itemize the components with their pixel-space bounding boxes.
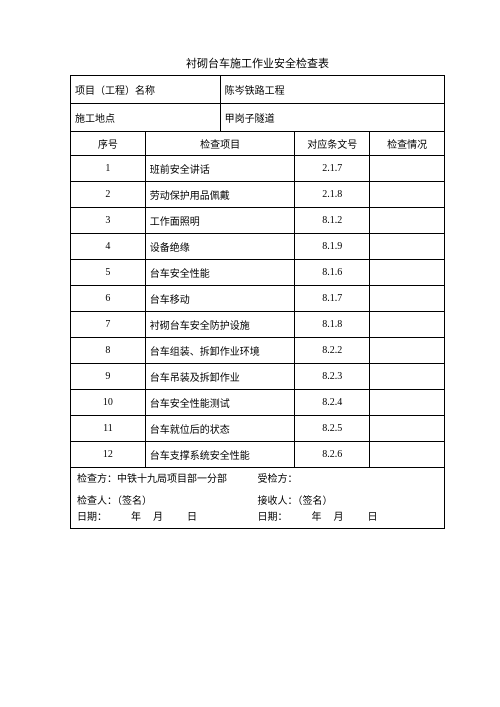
cell-status — [370, 312, 445, 338]
cell-item: 台车支撑系统安全性能 — [145, 442, 295, 468]
inspection-table: 项目（工程）名称 陈岑铁路工程 施工地点 甲岗子隧道 序号 检查项目 对应条文号… — [70, 75, 445, 468]
cell-status — [370, 416, 445, 442]
cell-seq: 7 — [71, 312, 146, 338]
cell-clause: 8.1.9 — [295, 234, 370, 260]
cell-clause: 2.1.8 — [295, 182, 370, 208]
table-row: 7衬砌台车安全防护设施8.1.8 — [71, 312, 445, 338]
table-row: 11台车就位后的状态8.2.5 — [71, 416, 445, 442]
col-status: 检查情况 — [370, 132, 445, 156]
cell-item: 台车安全性能测试 — [145, 390, 295, 416]
cell-seq: 8 — [71, 338, 146, 364]
inspector-side: 检查方：中铁十九局项目部一分部 — [77, 472, 258, 488]
cell-clause: 8.2.3 — [295, 364, 370, 390]
cell-item: 台车吊装及拆卸作业 — [145, 364, 295, 390]
col-seq: 序号 — [71, 132, 146, 156]
cell-clause: 8.2.6 — [295, 442, 370, 468]
cell-seq: 2 — [71, 182, 146, 208]
cell-status — [370, 234, 445, 260]
cell-seq: 4 — [71, 234, 146, 260]
project-value: 陈岑铁路工程 — [220, 76, 444, 104]
cell-seq: 3 — [71, 208, 146, 234]
cell-status — [370, 338, 445, 364]
table-row: 8台车组装、拆卸作业环境8.2.2 — [71, 338, 445, 364]
cell-seq: 9 — [71, 364, 146, 390]
table-row: 12台车支撑系统安全性能8.2.6 — [71, 442, 445, 468]
cell-clause: 8.1.2 — [295, 208, 370, 234]
table-row: 3工作面照明8.1.2 — [71, 208, 445, 234]
page-title: 衬砌台车施工作业安全检查表 — [70, 55, 445, 71]
cell-seq: 5 — [71, 260, 146, 286]
inspected-side: 受检方： — [258, 472, 439, 488]
cell-item: 台车安全性能 — [145, 260, 295, 286]
col-item: 检查项目 — [145, 132, 295, 156]
cell-clause: 8.2.2 — [295, 338, 370, 364]
cell-item: 工作面照明 — [145, 208, 295, 234]
cell-item: 衬砌台车安全防护设施 — [145, 312, 295, 338]
cell-item: 台车就位后的状态 — [145, 416, 295, 442]
cell-item: 台车移动 — [145, 286, 295, 312]
col-clause: 对应条文号 — [295, 132, 370, 156]
cell-clause: 8.1.6 — [295, 260, 370, 286]
table-row: 4设备绝缘8.1.9 — [71, 234, 445, 260]
cell-clause: 8.2.4 — [295, 390, 370, 416]
inspector-sign: 检查人：（签名） — [77, 494, 258, 510]
table-row: 9台车吊装及拆卸作业8.2.3 — [71, 364, 445, 390]
cell-item: 班前安全讲话 — [145, 156, 295, 182]
cell-seq: 11 — [71, 416, 146, 442]
footer-block: 检查方：中铁十九局项目部一分部 受检方： 检查人：（签名） 接收人：（签名） 日… — [70, 468, 445, 529]
cell-seq: 12 — [71, 442, 146, 468]
cell-seq: 1 — [71, 156, 146, 182]
cell-item: 设备绝缘 — [145, 234, 295, 260]
cell-status — [370, 286, 445, 312]
site-value: 甲岗子隧道 — [220, 104, 444, 132]
cell-status — [370, 364, 445, 390]
cell-item: 劳动保护用品佩戴 — [145, 182, 295, 208]
cell-status — [370, 390, 445, 416]
project-label: 项目（工程）名称 — [71, 76, 221, 104]
cell-item: 台车组装、拆卸作业环境 — [145, 338, 295, 364]
project-row: 项目（工程）名称 陈岑铁路工程 — [71, 76, 445, 104]
site-label: 施工地点 — [71, 104, 221, 132]
cell-clause: 8.1.7 — [295, 286, 370, 312]
cell-status — [370, 260, 445, 286]
cell-clause: 8.2.5 — [295, 416, 370, 442]
cell-status — [370, 208, 445, 234]
cell-status — [370, 442, 445, 468]
table-row: 10台车安全性能测试8.2.4 — [71, 390, 445, 416]
cell-status — [370, 156, 445, 182]
cell-seq: 10 — [71, 390, 146, 416]
header-row: 序号 检查项目 对应条文号 检查情况 — [71, 132, 445, 156]
table-row: 6台车移动8.1.7 — [71, 286, 445, 312]
site-row: 施工地点 甲岗子隧道 — [71, 104, 445, 132]
table-row: 1班前安全讲话2.1.7 — [71, 156, 445, 182]
date-right: 日期：年月日 — [258, 510, 439, 526]
date-left: 日期：年月日 — [77, 510, 258, 526]
cell-status — [370, 182, 445, 208]
cell-clause: 8.1.8 — [295, 312, 370, 338]
cell-clause: 2.1.7 — [295, 156, 370, 182]
cell-seq: 6 — [71, 286, 146, 312]
table-row: 5台车安全性能8.1.6 — [71, 260, 445, 286]
receiver-sign: 接收人：（签名） — [258, 494, 439, 510]
table-row: 2劳动保护用品佩戴2.1.8 — [71, 182, 445, 208]
